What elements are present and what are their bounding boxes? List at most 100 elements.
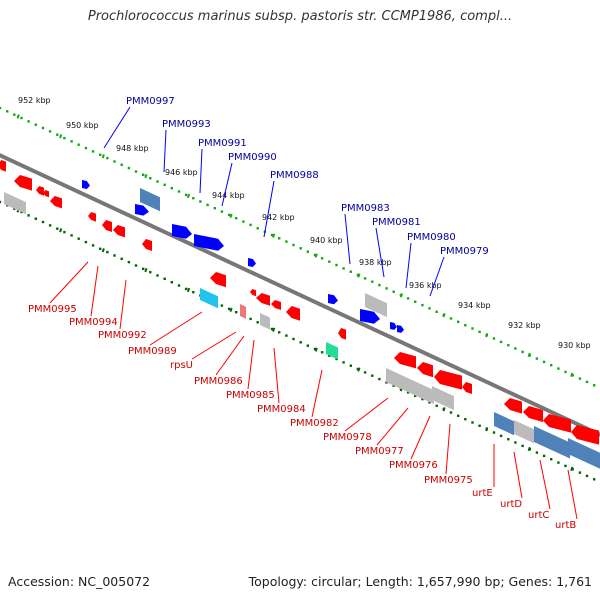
forward-tick-dot	[507, 344, 510, 347]
gene-feature[interactable]	[417, 362, 433, 378]
gene-feature[interactable]	[571, 425, 599, 445]
gene-feature[interactable]	[256, 293, 270, 306]
major-tick	[485, 426, 489, 432]
gene-feature[interactable]	[271, 300, 281, 310]
forward-strand-ticks	[0, 106, 596, 387]
forward-tick-dot	[170, 187, 173, 190]
major-tick	[16, 114, 20, 119]
forward-tick-dot	[41, 126, 45, 130]
gene-feature[interactable]	[4, 192, 26, 215]
forward-leader-line	[375, 227, 385, 278]
gene-feature[interactable]	[523, 406, 543, 422]
reverse-tick-dot	[306, 344, 309, 347]
reverse-gene-label[interactable]: PMM0992	[98, 330, 147, 341]
reverse-tick-dot	[270, 327, 274, 331]
gene-feature[interactable]	[82, 180, 90, 189]
forward-gene-label[interactable]: PMM0980	[407, 232, 456, 243]
major-tick	[186, 193, 191, 199]
gene-feature[interactable]	[36, 186, 44, 196]
gene-feature[interactable]	[365, 293, 387, 318]
forward-gene-label[interactable]: PMM0981	[372, 217, 421, 228]
forward-gene-label[interactable]: PMM0990	[228, 152, 277, 163]
reverse-gene-label[interactable]: PMM0975	[424, 475, 473, 486]
reverse-gene-label[interactable]: urtB	[555, 520, 576, 531]
reverse-gene-label[interactable]: PMM0989	[128, 346, 177, 357]
gene-feature[interactable]	[338, 328, 346, 340]
gene-feature[interactable]	[88, 212, 96, 222]
gene-feature[interactable]	[434, 370, 462, 390]
gene-feature[interactable]	[286, 306, 300, 321]
reverse-gene-label[interactable]: PMM0978	[323, 432, 372, 443]
reverse-gene-label[interactable]: PMM0986	[194, 376, 243, 387]
gene-feature[interactable]	[394, 352, 416, 369]
gene-feature[interactable]	[360, 309, 380, 324]
forward-gene-label[interactable]: PMM0988	[270, 170, 319, 181]
gene-feature[interactable]	[504, 398, 522, 414]
major-tick	[186, 287, 191, 293]
gene-feature[interactable]	[397, 325, 404, 333]
major-tick	[272, 327, 276, 332]
reverse-gene-label[interactable]: urtC	[528, 510, 549, 521]
reverse-gene-label[interactable]: PMM0985	[226, 390, 275, 401]
gene-feature[interactable]	[142, 239, 152, 251]
gene-feature[interactable]	[534, 426, 570, 459]
major-tick	[570, 466, 574, 472]
gene-feature[interactable]	[432, 386, 454, 411]
forward-gene-label[interactable]: PMM0997	[126, 96, 175, 107]
map-title: Prochlorococcus marinus subsp. pastoris …	[87, 9, 513, 24]
reverse-gene-label[interactable]: PMM0976	[389, 460, 438, 471]
forward-gene-label[interactable]: PMM0991	[198, 138, 247, 149]
forward-tick-dot	[328, 260, 331, 263]
forward-tick-dot	[285, 240, 288, 243]
reverse-tick-dot	[550, 458, 553, 461]
gene-feature[interactable]	[248, 258, 256, 267]
gene-feature[interactable]	[140, 188, 160, 212]
reverse-tick-dot	[120, 257, 123, 260]
gene-feature[interactable]	[326, 342, 338, 360]
reverse-gene-label[interactable]: PMM0982	[290, 418, 339, 429]
gene-feature[interactable]	[200, 288, 218, 309]
reverse-gene-label[interactable]: PMM0994	[69, 317, 118, 328]
reverse-gene-label[interactable]: PMM0977	[355, 446, 404, 457]
gene-feature[interactable]	[250, 289, 256, 297]
forward-gene-label[interactable]: PMM0983	[341, 203, 390, 214]
gene-feature[interactable]	[568, 438, 600, 469]
gene-features[interactable]	[0, 160, 600, 469]
gene-feature[interactable]	[50, 196, 62, 209]
reverse-gene-label[interactable]: urtD	[500, 499, 522, 510]
reverse-gene-label[interactable]: urtE	[472, 488, 493, 499]
forward-gene-label[interactable]: PMM0993	[162, 119, 211, 130]
gene-feature[interactable]	[135, 204, 149, 216]
reverse-tick-dot	[249, 317, 252, 321]
gene-feature[interactable]	[514, 420, 534, 444]
gene-feature[interactable]	[102, 220, 112, 232]
gene-feature[interactable]	[543, 414, 571, 433]
gene-feature[interactable]	[240, 304, 246, 319]
gene-feature[interactable]	[113, 225, 125, 238]
gene-feature[interactable]	[210, 272, 226, 288]
reverse-tick-dot	[578, 471, 582, 474]
forward-tick-dot	[84, 146, 88, 150]
reverse-tick-dot	[457, 414, 460, 417]
gene-feature[interactable]	[494, 412, 514, 436]
major-tick	[314, 253, 318, 258]
reverse-gene-label[interactable]: rpsU	[170, 360, 193, 371]
gene-feature[interactable]	[260, 313, 270, 330]
reverse-gene-label[interactable]: PMM0984	[257, 404, 306, 415]
gene-feature[interactable]	[14, 175, 32, 191]
gene-feature[interactable]	[328, 294, 338, 305]
gene-feature[interactable]	[390, 322, 397, 330]
forward-tick-dot	[156, 180, 159, 183]
gene-feature[interactable]	[462, 382, 472, 394]
gene-feature[interactable]	[43, 190, 49, 198]
gene-feature[interactable]	[0, 160, 6, 172]
forward-gene-label[interactable]: PMM0979	[440, 246, 489, 257]
reverse-gene-label[interactable]: PMM0995	[28, 304, 77, 315]
gene-feature[interactable]	[386, 368, 434, 405]
gene-feature[interactable]	[194, 234, 224, 251]
gene-feature[interactable]	[172, 224, 192, 239]
forward-tick-dot	[149, 177, 152, 180]
forward-gene-labels[interactable]: PMM0997 PMM0993 PMM0991 PMM0990 PMM0988 PMM09…	[103, 96, 489, 297]
